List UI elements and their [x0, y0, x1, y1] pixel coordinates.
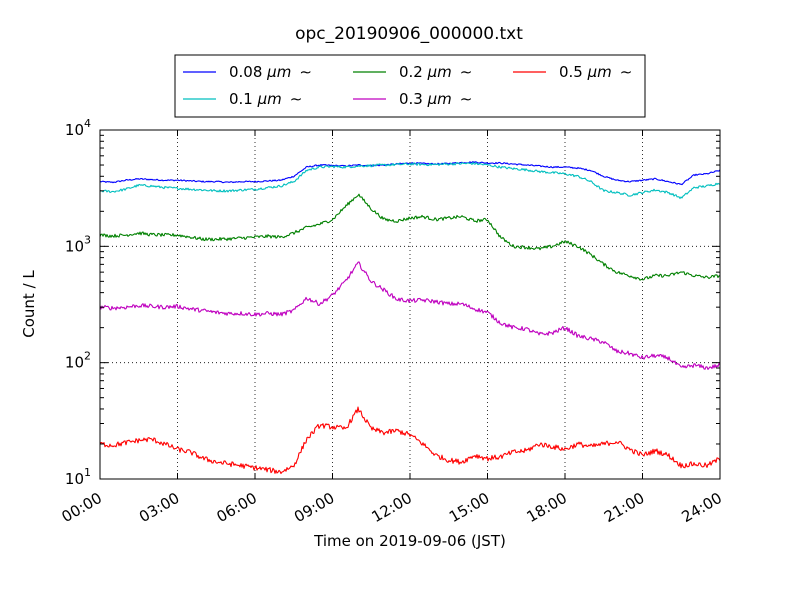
legend-entry: 0.08 μm ∼	[183, 63, 312, 81]
legend-label-tilde: ∼	[299, 63, 312, 81]
legend-entry: 0.2 μm ∼	[353, 63, 472, 81]
legend-label-unit: μm	[257, 90, 282, 108]
legend-label: 0.5 μm ∼	[559, 63, 632, 81]
series-line	[99, 406, 721, 475]
y-tick-label: 102	[65, 350, 91, 372]
legend-label-tilde: ∼	[460, 63, 473, 81]
series-lines	[99, 161, 721, 475]
legend-label-tilde: ∼	[460, 90, 473, 108]
legend-label: 0.08 μm ∼	[229, 63, 312, 81]
legend-entry: 0.3 μm ∼	[353, 90, 472, 108]
legend-label-unit: μm	[266, 63, 291, 81]
legend-label-value: 0.08	[229, 63, 267, 81]
legend-label-tilde: ∼	[290, 90, 303, 108]
grid-lines	[100, 130, 720, 479]
y-axis-label: Count / L	[20, 270, 38, 338]
y-tick-label-base: 10	[65, 237, 84, 255]
legend-entry: 0.5 μm ∼	[513, 63, 632, 81]
legend-label-unit: μm	[587, 63, 612, 81]
series-line	[99, 193, 721, 281]
legend-label: 0.3 μm ∼	[399, 90, 472, 108]
y-tick-label: 101	[65, 466, 91, 488]
series-line	[99, 261, 721, 370]
y-tick-label-exponent: 3	[84, 233, 91, 246]
y-tick-label-base: 10	[65, 121, 84, 139]
legend-label-value: 0.1	[229, 90, 258, 108]
legend-label-value: 0.3	[399, 90, 428, 108]
x-axis-label: Time on 2019-09-06 (JST)	[313, 532, 506, 550]
legend-label-value: 0.5	[559, 63, 588, 81]
legend-label-value: 0.2	[399, 63, 428, 81]
legend-label: 0.1 μm ∼	[229, 90, 302, 108]
axis-ticks	[99, 129, 721, 480]
legend-items: 0.08 μm ∼ 0.1 μm ∼ 0.2 μm ∼ 0.3 μm ∼ 0.5 μm ∼	[183, 63, 632, 108]
y-tick-label-exponent: 1	[84, 466, 91, 479]
series-line	[99, 161, 721, 200]
legend-frame	[174, 54, 646, 118]
chart-title: opc_20190906_000000.txt	[295, 24, 523, 44]
legend-entry: 0.1 μm ∼	[183, 90, 302, 108]
legend: 0.08 μm ∼ 0.1 μm ∼ 0.2 μm ∼ 0.3 μm ∼ 0.5 μm ∼	[174, 54, 646, 118]
y-tick-label-exponent: 2	[84, 350, 91, 363]
y-tick-label: 103	[65, 233, 91, 255]
legend-label-tilde: ∼	[620, 63, 633, 81]
y-tick-label: 104	[65, 117, 91, 139]
y-tick-label-base: 10	[65, 354, 84, 372]
legend-label: 0.2 μm ∼	[399, 63, 472, 81]
y-tick-label-base: 10	[65, 470, 84, 488]
y-tick-label-exponent: 4	[84, 117, 91, 130]
legend-label-unit: μm	[427, 63, 452, 81]
legend-label-unit: μm	[427, 90, 452, 108]
